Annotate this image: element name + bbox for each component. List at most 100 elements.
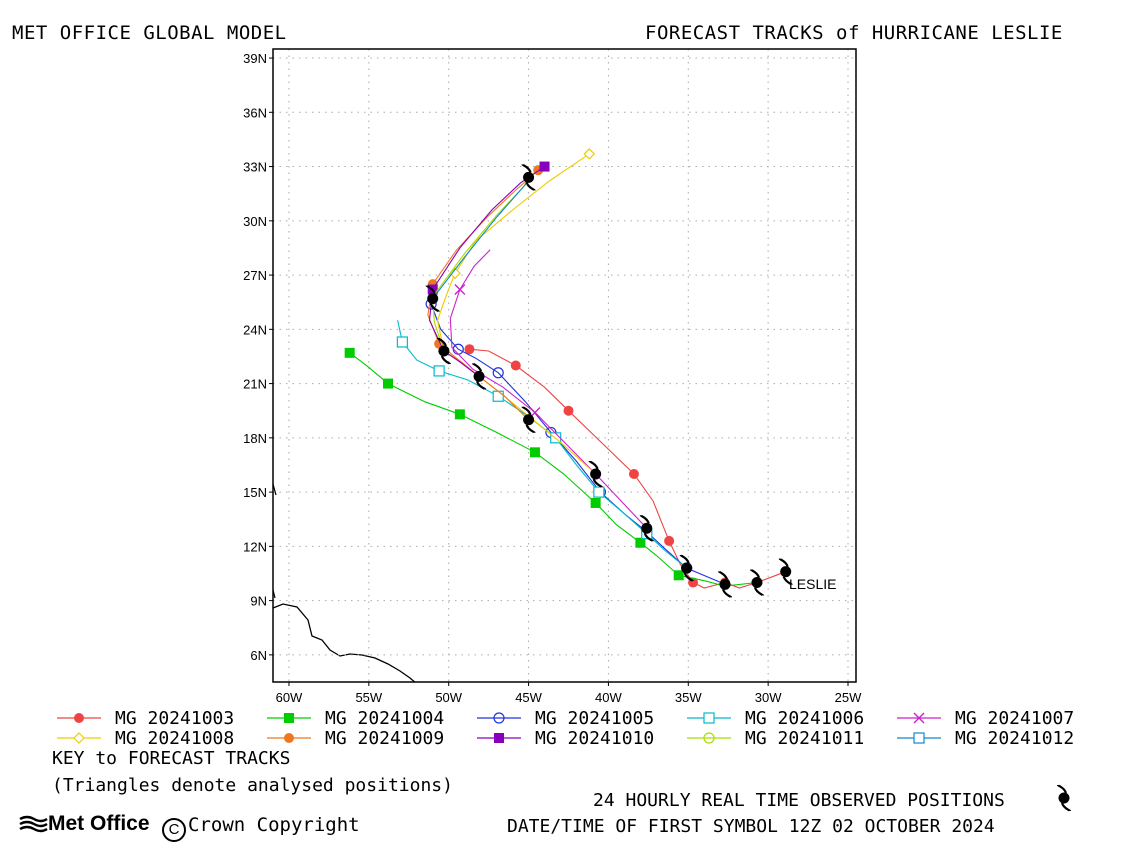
track-marker-0 [563, 405, 574, 416]
legend-label: MG 20241009 [325, 728, 445, 749]
grid-lines [273, 49, 856, 682]
legend-swatch [267, 713, 311, 723]
brand-text: Met Office [48, 812, 150, 835]
legend-marker [493, 712, 505, 724]
track-marker-2 [492, 367, 504, 379]
track-marker-1 [344, 347, 355, 358]
track-line-4 [449, 249, 648, 529]
legend-label: MG 20241004 [325, 708, 445, 729]
y-tick-label: 21N [243, 377, 267, 392]
track-marker-1 [529, 447, 540, 458]
copyright-text: Crown Copyright [188, 814, 360, 836]
y-tick-label: 18N [243, 431, 267, 446]
observed-hurricane-icon [471, 362, 487, 391]
legend-label: MG 20241011 [745, 728, 865, 749]
y-tick-label: 36N [243, 105, 267, 120]
legend-label: MG 20241003 [115, 708, 235, 729]
track-marker-3 [492, 390, 504, 402]
legend-swatch [267, 733, 311, 743]
y-tick-label: 30N [243, 214, 267, 229]
y-tick-label: 27N [243, 268, 267, 283]
legend-marker [494, 733, 504, 743]
legend-swatch [897, 732, 941, 744]
track-marker-0 [464, 344, 475, 355]
legend-swatch [57, 732, 101, 744]
legend-label: MG 20241010 [535, 728, 655, 749]
track-marker-1 [673, 570, 684, 581]
plot-frame [272, 48, 857, 683]
copyright: C Crown Copyright [162, 814, 360, 842]
track-marker-4 [454, 284, 466, 296]
track-marker-1 [454, 409, 465, 420]
track-marker-3 [593, 486, 605, 498]
datetime-note: DATE/TIME OF FIRST SYMBOL 12Z 02 OCTOBER… [507, 816, 995, 837]
legend-label: MG 20241008 [115, 728, 235, 749]
legend-swatch [687, 732, 731, 744]
y-tick-label: 24N [243, 322, 267, 337]
track-marker-0 [628, 469, 639, 480]
triangle-note: (Triangles denote analysed positions) [52, 775, 453, 796]
legend-marker [73, 732, 85, 744]
met-office-logo-icon [19, 815, 48, 833]
x-tick-label: 30W [755, 690, 782, 705]
y-tick-label: 6N [250, 648, 267, 663]
track-line-2 [430, 303, 726, 585]
track-marker-3 [433, 365, 445, 377]
legend-marker [284, 733, 294, 743]
track-marker-0 [510, 360, 521, 371]
legend-swatch [477, 712, 521, 724]
legend-label: MG 20241012 [955, 728, 1075, 749]
track-marker-1 [635, 537, 646, 548]
y-tick-label: 9N [250, 594, 267, 609]
x-tick-label: 55W [355, 690, 382, 705]
key-title: KEY to FORECAST TRACKS [52, 748, 291, 769]
x-tick-label: 40W [595, 690, 622, 705]
legend-swatch [477, 733, 521, 743]
observed-note: 24 HOURLY REAL TIME OBSERVED POSITIONS [593, 790, 1005, 811]
legend-swatch [687, 712, 731, 724]
legend-marker [74, 713, 84, 723]
model-title: MET OFFICE GLOBAL MODEL [12, 22, 287, 44]
x-tick-label: 60W [276, 690, 303, 705]
x-tick-label: 35W [675, 690, 702, 705]
copyright-icon: C [162, 818, 186, 842]
track-marker-3 [396, 336, 408, 348]
track-marker-1 [590, 497, 601, 508]
y-tick-label: 39N [243, 51, 267, 66]
axis-labels: 60W 55W 50W 45W 40W 35W 30W 25W 39N 36N 33N 30N 27N 2… [243, 51, 862, 705]
track-line-6 [427, 169, 539, 421]
y-tick-label: 12N [243, 539, 267, 554]
legend-label: MG 20241006 [745, 708, 865, 729]
legend-label: MG 20241007 [955, 708, 1075, 729]
legend-label: MG 20241005 [535, 708, 655, 729]
y-tick-label: 15N [243, 485, 267, 500]
met-office-logo: Met Office [18, 812, 150, 836]
chart-title: FORECAST TRACKS of HURRICANE LESLIE [645, 22, 1063, 44]
coastline [273, 483, 416, 682]
forecast-tracks [344, 148, 791, 589]
track-line-9 [432, 177, 530, 299]
observed-hurricane-icon [717, 570, 733, 599]
hurricane-symbol-icon [1056, 784, 1072, 812]
y-tick-label: 33N [243, 160, 267, 175]
track-line-0 [469, 348, 786, 589]
x-tick-label: 50W [435, 690, 462, 705]
track-marker-0 [664, 535, 675, 546]
track-line-1 [349, 352, 758, 587]
track-marker-7 [539, 161, 550, 172]
legend-marker [284, 713, 294, 723]
legend-marker [913, 712, 925, 724]
legend-swatch [897, 712, 941, 724]
legend-marker [703, 732, 715, 744]
legend-marker [703, 712, 715, 724]
observed-hurricane-icon [749, 568, 765, 597]
track-marker-5 [583, 148, 596, 160]
x-tick-label: 45W [515, 690, 542, 705]
storm-label: LESLIE [789, 576, 836, 592]
legend-marker [913, 732, 925, 744]
legend-swatch [57, 713, 101, 723]
observed-positions [425, 163, 793, 599]
track-marker-1 [383, 378, 394, 389]
x-tick-label: 25W [835, 690, 862, 705]
